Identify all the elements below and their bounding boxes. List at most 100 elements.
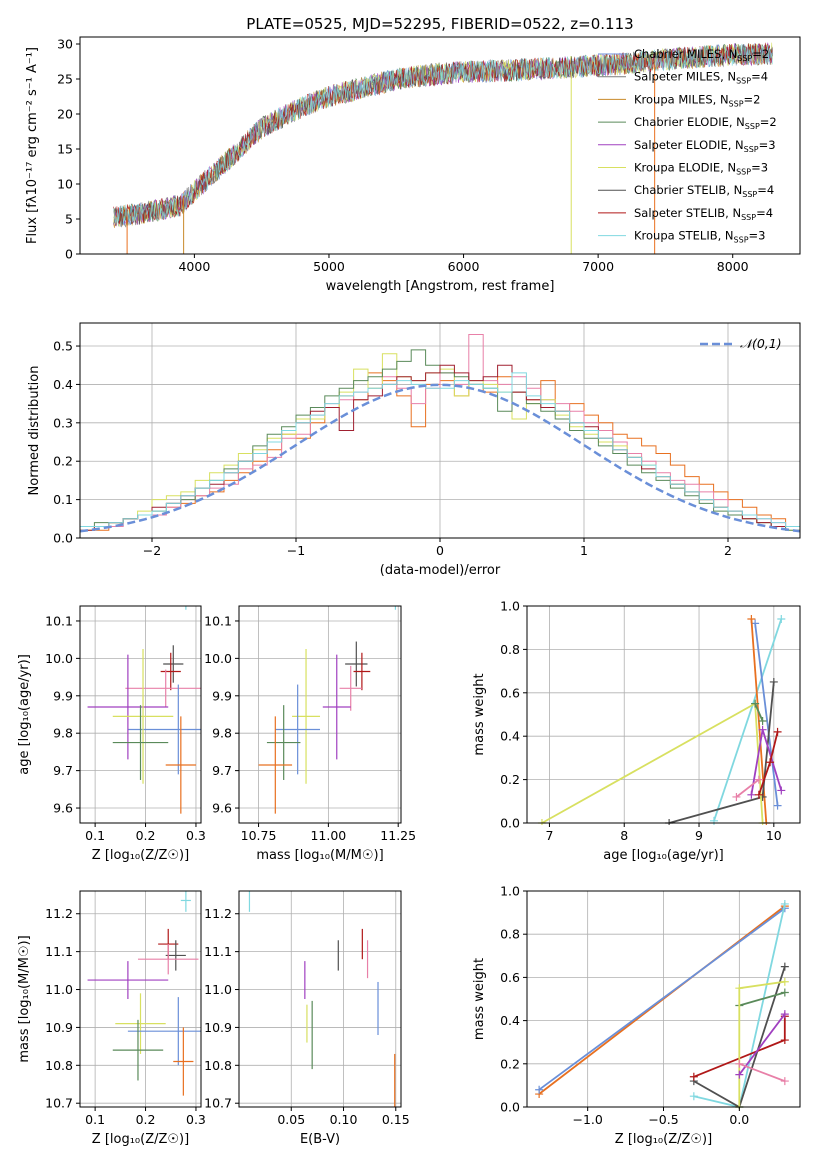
weight-marker	[773, 801, 782, 810]
data-point	[127, 997, 201, 1066]
y-tick-label: 0.8	[500, 642, 520, 657]
data-point	[292, 649, 320, 784]
data-point	[258, 716, 293, 814]
x-axis-label: Z [log₁₀(Z/Z☉)]	[615, 1132, 712, 1147]
y-tick-label: 11.2	[204, 906, 232, 921]
weight-line	[738, 1013, 786, 1076]
y-tick-label: 0.2	[53, 454, 73, 469]
x-axis-label: age [log₁₀(age/yr)]	[603, 848, 724, 863]
y-tick-label: 9.7	[53, 763, 73, 778]
data-point	[115, 993, 166, 1054]
histograms	[80, 334, 800, 538]
legend-label: Kroupa MILES, NSSP=2	[634, 92, 760, 108]
weight-marker	[689, 1072, 698, 1081]
legend-label: Salpeter ELODIE, NSSP=3	[634, 138, 776, 154]
data-point	[112, 1019, 164, 1081]
x-tick-label: 2	[724, 543, 732, 558]
x-tick-label: 4000	[178, 259, 210, 274]
histogram-step	[80, 372, 800, 538]
weight-marker	[751, 699, 760, 708]
weight-marker	[780, 899, 789, 908]
data-point	[266, 705, 301, 780]
y-tick-label: 0.4	[500, 729, 520, 744]
data-point	[165, 940, 186, 971]
y-tick-label: 0.1	[53, 492, 73, 507]
axes-frame	[79, 605, 202, 824]
weight-marker	[758, 717, 767, 726]
weight-line	[735, 778, 760, 798]
x-tick-label: 6000	[448, 259, 480, 274]
weight-marker	[780, 1077, 789, 1086]
spectrum-line-chabrier-stelib	[113, 43, 773, 227]
weight-line	[738, 1062, 786, 1082]
y-tick-label: 1.0	[500, 884, 520, 899]
axes-frame	[238, 890, 402, 1108]
x-tick-label: 5000	[313, 259, 345, 274]
spectrum-line-salpeter-stelib	[113, 42, 773, 227]
weight-marker	[780, 977, 789, 986]
weight-marker	[754, 775, 763, 784]
y-tick-label: 9.8	[53, 726, 73, 741]
spectrum-lines	[113, 42, 773, 254]
axes: 10.75 11.00 11.25 9.6 9.7 9.8 9.9 10.0 10.1 mass …	[204, 605, 416, 863]
weight-marker	[754, 790, 763, 799]
weight-line	[754, 703, 764, 722]
plot-area	[87, 606, 201, 814]
panel-weight_vs_age: 7 8 9 10 0.0 0.2 0.4 0.6 0.8 1.0 age [log₁₀(age/yr…	[472, 599, 801, 863]
y-tick-label: 0.4	[500, 1013, 520, 1028]
weight-lines	[537, 615, 786, 825]
x-tick-label: 11.25	[380, 828, 416, 843]
data-point	[180, 891, 191, 912]
y-tick-label: 10.7	[204, 1096, 232, 1111]
plot-area: 𝒩(0,1)	[80, 334, 800, 538]
legend-label: Salpeter STELIB, NSSP=4	[634, 206, 773, 222]
y-axis-label: age [log₁₀(age/yr)]	[17, 654, 32, 775]
panel-age_vs_Z: 0.1 0.2 0.3 9.6 9.7 9.8 9.9 10.0 10.1 Z [log₁₀(Z/…	[17, 605, 206, 863]
y-tick-label: 10.9	[204, 1020, 232, 1035]
y-tick-label: 0.2	[500, 1056, 520, 1071]
y-tick-label: 0.3	[53, 415, 73, 430]
data-point	[112, 705, 169, 780]
y-tick-label: 0.6	[500, 970, 520, 985]
axes: 7 8 9 10 0.0 0.2 0.4 0.6 0.8 1.0 age [log₁₀(age/yr…	[472, 599, 801, 863]
y-tick-label: 0.0	[53, 531, 73, 546]
data-point	[163, 645, 184, 683]
y-tick-label: 11.0	[45, 982, 73, 997]
y-tick-label: 0.8	[500, 927, 520, 942]
weight-line	[713, 618, 783, 822]
weight-line	[754, 623, 779, 806]
x-tick-label: −1.0	[572, 1112, 602, 1127]
panel-age_vs_mass: 10.75 11.00 11.25 9.6 9.7 9.8 9.9 10.0 10.1 mass …	[204, 605, 416, 863]
weight-line	[541, 702, 764, 824]
x-tick-label: 10.75	[241, 828, 277, 843]
weight-marker	[535, 1085, 544, 1094]
y-axis-label: mass weight	[472, 673, 487, 755]
x-tick-label: 0.0	[729, 1112, 749, 1127]
y-axis-label: Normed distribution	[27, 366, 42, 496]
weight-marker	[769, 677, 778, 686]
y-tick-label: 10	[57, 177, 73, 192]
y-tick-label: 5	[65, 212, 73, 227]
y-tick-label: 0.0	[500, 816, 520, 831]
plot-area	[248, 891, 396, 1107]
y-axis-label: mass weight	[472, 958, 487, 1040]
x-tick-label: 0.3	[186, 1112, 206, 1127]
x-axis-label: Z [log₁₀(Z/Z☉)]	[92, 1132, 189, 1147]
y-tick-label: 9.8	[212, 726, 232, 741]
legend: 𝒩(0,1)	[700, 336, 782, 351]
weight-marker	[766, 758, 775, 767]
y-tick-label: 11.0	[204, 982, 232, 997]
data-point	[165, 716, 196, 814]
weight-marker	[773, 727, 782, 736]
y-tick-label: 10.0	[204, 651, 232, 666]
data-point	[160, 652, 181, 691]
y-tick-label: 9.9	[53, 688, 73, 703]
y-tick-label: 9.7	[212, 763, 232, 778]
axes-frame	[79, 36, 801, 255]
error-bars	[87, 606, 201, 814]
y-tick-label: 9.9	[212, 688, 232, 703]
y-tick-label: 9.6	[53, 801, 73, 816]
data-point	[87, 654, 169, 760]
y-tick-label: 10.7	[45, 1096, 73, 1111]
x-tick-label: 8000	[717, 259, 749, 274]
